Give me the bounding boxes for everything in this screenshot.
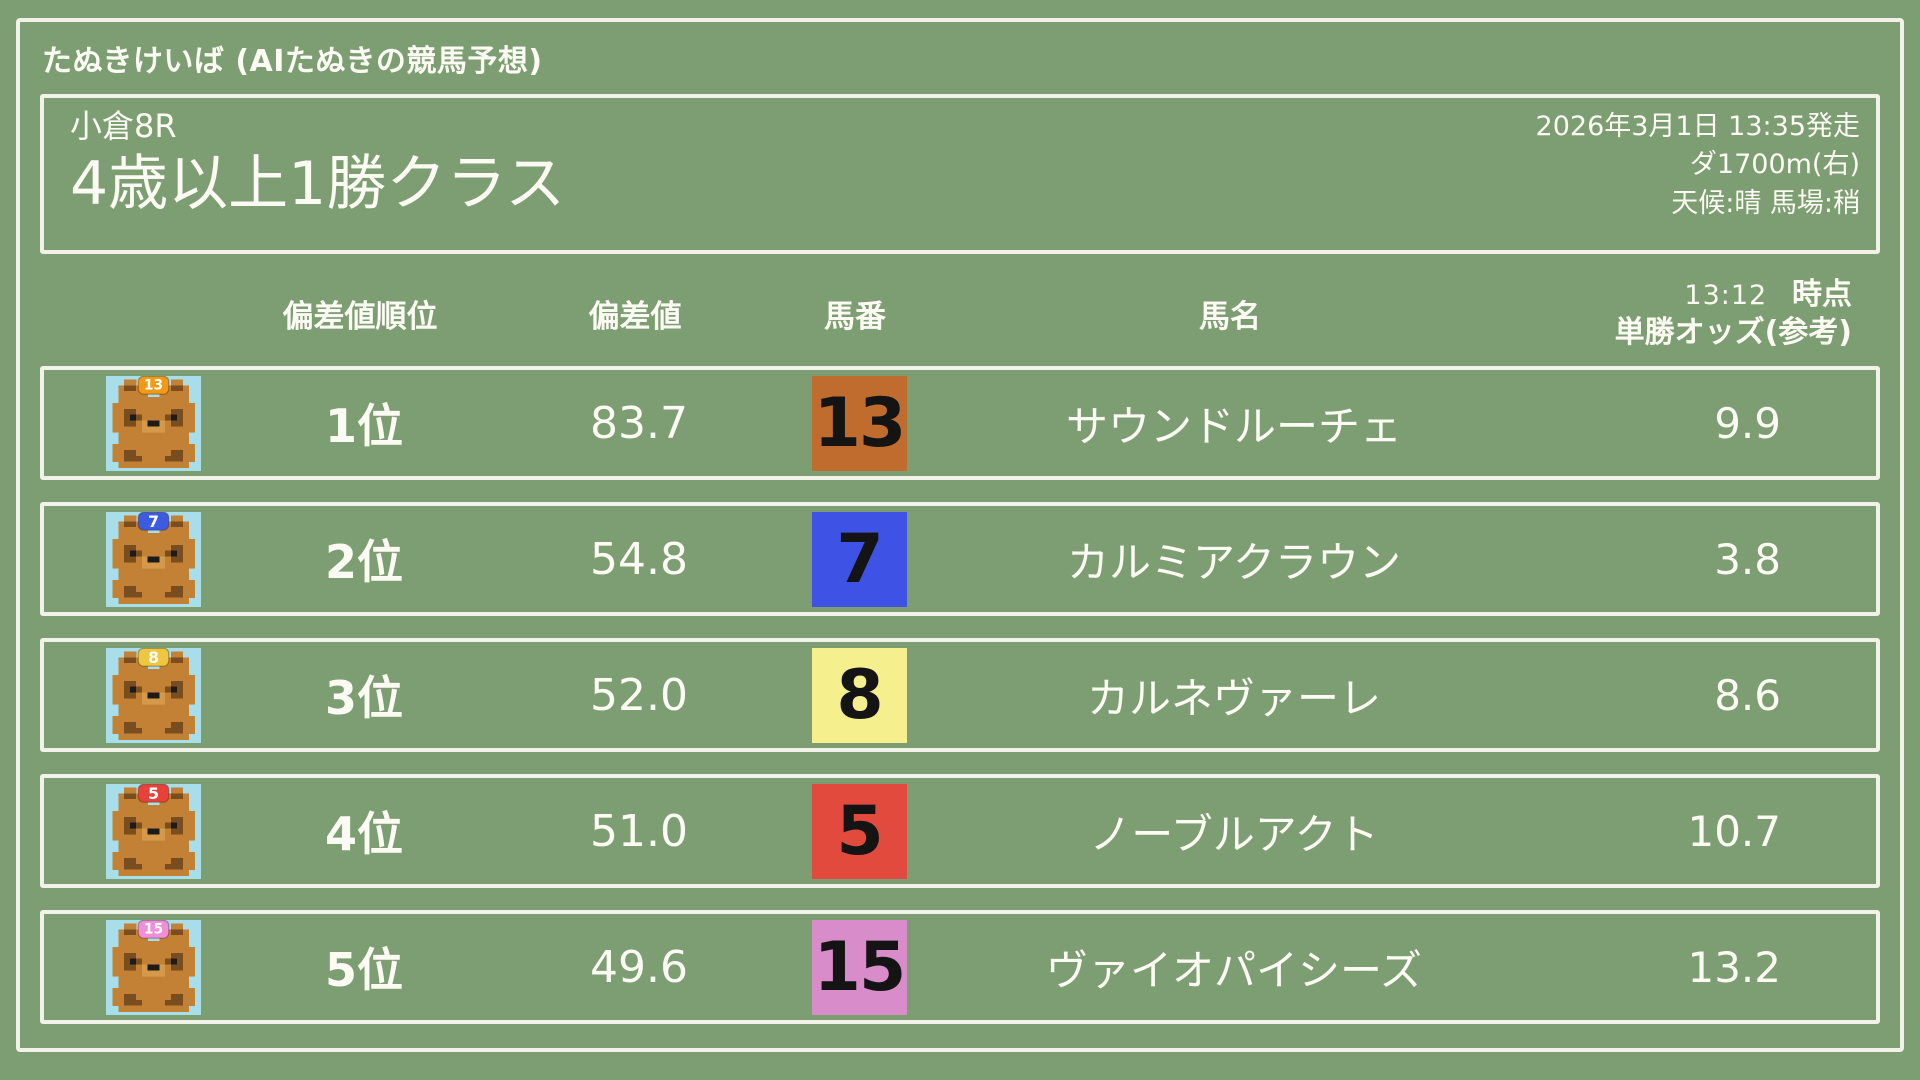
tanuki-pixel-art: 5 <box>112 783 195 876</box>
tanuki-pixel-art: 8 <box>112 647 195 740</box>
rank-value: 1位 <box>324 399 403 453</box>
tanuki-pixel-art: 7 <box>112 511 195 604</box>
tanuki-avatar: 15 <box>106 919 201 1015</box>
race-datetime: 2026年3月1日 13:35発走 <box>1535 111 1860 142</box>
avatar-number-text: 8 <box>148 648 159 667</box>
app-title: たぬきけいば (AIたぬきの競馬予想) <box>42 44 543 79</box>
horse-number-cell: 8 <box>764 647 954 743</box>
race-venue: 小倉8R <box>70 107 177 145</box>
horse-number: 5 <box>836 791 883 871</box>
horse-name: カルミアクラウン <box>1067 537 1401 587</box>
avatar-cell: 5 <box>44 783 214 879</box>
race-info-left: 小倉8R 4歳以上1勝クラス <box>70 106 565 219</box>
header-odds-time: 13:12 <box>1684 279 1768 311</box>
avatar-number-hat <box>137 919 170 939</box>
horse-number: 15 <box>813 927 907 1007</box>
header-name: 馬名 <box>1199 298 1261 335</box>
avatar-number-text: 5 <box>148 784 159 803</box>
race-course: ダ1700m(右) <box>1689 149 1860 181</box>
race-name: 4歳以上1勝クラス <box>70 149 566 219</box>
header-score: 偏差値 <box>588 298 682 335</box>
avatar-number-hat <box>137 375 170 395</box>
header-odds: 13:12 時点 単勝オッズ(参考) <box>1510 275 1880 351</box>
score-value: 54.8 <box>590 533 688 585</box>
avatar-number-hat <box>137 783 170 803</box>
prediction-row: 13 1位 83.7 13 サウンドルーチェ 9.9 <box>40 366 1880 480</box>
header-odds-label: 単勝オッズ(参考) <box>1614 314 1852 350</box>
horse-number-badge: 13 <box>811 375 907 471</box>
rank-value: 5位 <box>324 943 403 997</box>
outer-frame: たぬきけいば (AIたぬきの競馬予想) 小倉8R 4歳以上1勝クラス 2026年… <box>16 18 1904 1052</box>
horse-name: カルネヴァーレ <box>1086 673 1381 723</box>
odds-value: 10.7 <box>1687 806 1781 856</box>
horse-name: ノーブルアクト <box>1089 809 1379 859</box>
race-info-box: 小倉8R 4歳以上1勝クラス 2026年3月1日 13:35発走 ダ1700m(… <box>40 94 1880 254</box>
horse-name: サウンドルーチェ <box>1065 401 1402 451</box>
avatar-number-hat <box>137 511 170 531</box>
avatar-cell: 8 <box>44 647 214 743</box>
avatar-cell: 15 <box>44 919 214 1015</box>
header-odds-time-line: 13:12 時点 <box>1510 275 1852 314</box>
horse-number-cell: 13 <box>764 375 954 471</box>
avatar-cell: 13 <box>44 375 214 471</box>
rank-value: 2位 <box>324 535 403 589</box>
tanuki-avatar: 8 <box>106 647 201 743</box>
prediction-row: 15 5位 49.6 15 ヴァイオパイシーズ 13.2 <box>40 910 1880 1024</box>
race-conditions: 天候:晴 馬場:稍 <box>1671 187 1860 219</box>
tanuki-pixel-art: 15 <box>112 919 195 1012</box>
race-details: 2026年3月1日 13:35発走 ダ1700m(右) 天候:晴 馬場:稍 <box>1536 108 1860 223</box>
horse-number-cell: 15 <box>764 919 954 1015</box>
avatar-number-hat <box>137 647 170 667</box>
odds-value: 8.6 <box>1714 670 1781 720</box>
score-value: 83.7 <box>590 397 688 449</box>
prediction-row: 8 3位 52.0 8 カルネヴァーレ 8.6 <box>40 638 1880 752</box>
horse-number-badge: 7 <box>811 511 907 607</box>
avatar-number-text: 15 <box>144 921 163 937</box>
tanuki-pixel-art: 13 <box>112 375 195 468</box>
prediction-row: 5 4位 51.0 5 ノーブルアクト 10.7 <box>40 774 1880 888</box>
tanuki-avatar: 7 <box>106 511 201 607</box>
score-value: 52.0 <box>590 669 688 721</box>
avatar-number-text: 7 <box>148 512 159 531</box>
odds-value: 3.8 <box>1714 534 1781 584</box>
avatar-cell: 7 <box>44 511 214 607</box>
tanuki-avatar: 5 <box>106 783 201 879</box>
horse-number: 7 <box>836 519 883 599</box>
score-value: 49.6 <box>590 941 688 993</box>
horse-number-badge: 8 <box>811 647 907 743</box>
horse-name: ヴァイオパイシーズ <box>1046 945 1422 995</box>
odds-value: 9.9 <box>1714 398 1781 448</box>
horse-number-badge: 15 <box>811 919 907 1015</box>
prediction-rows: 13 1位 83.7 13 サウンドルーチェ 9.9 7 2位 54.8 7 カ… <box>40 366 1880 1024</box>
horse-number-cell: 7 <box>764 511 954 607</box>
tanuki-avatar: 13 <box>106 375 201 471</box>
prediction-row: 7 2位 54.8 7 カルミアクラウン 3.8 <box>40 502 1880 616</box>
header-number: 馬番 <box>824 298 886 335</box>
header-rank: 偏差値順位 <box>282 298 438 335</box>
table-header: 偏差値順位 偏差値 馬番 馬名 13:12 時点 単勝オッズ(参考) <box>40 254 1880 366</box>
horse-number-badge: 5 <box>811 783 907 879</box>
rank-value: 4位 <box>324 807 403 861</box>
horse-number-cell: 5 <box>764 783 954 879</box>
odds-value: 13.2 <box>1687 942 1781 992</box>
horse-number: 13 <box>813 383 907 463</box>
rank-value: 3位 <box>324 671 403 725</box>
score-value: 51.0 <box>590 805 688 857</box>
horse-number: 8 <box>836 655 883 735</box>
avatar-number-text: 13 <box>144 377 163 393</box>
header-odds-time-label: 時点 <box>1792 276 1852 312</box>
